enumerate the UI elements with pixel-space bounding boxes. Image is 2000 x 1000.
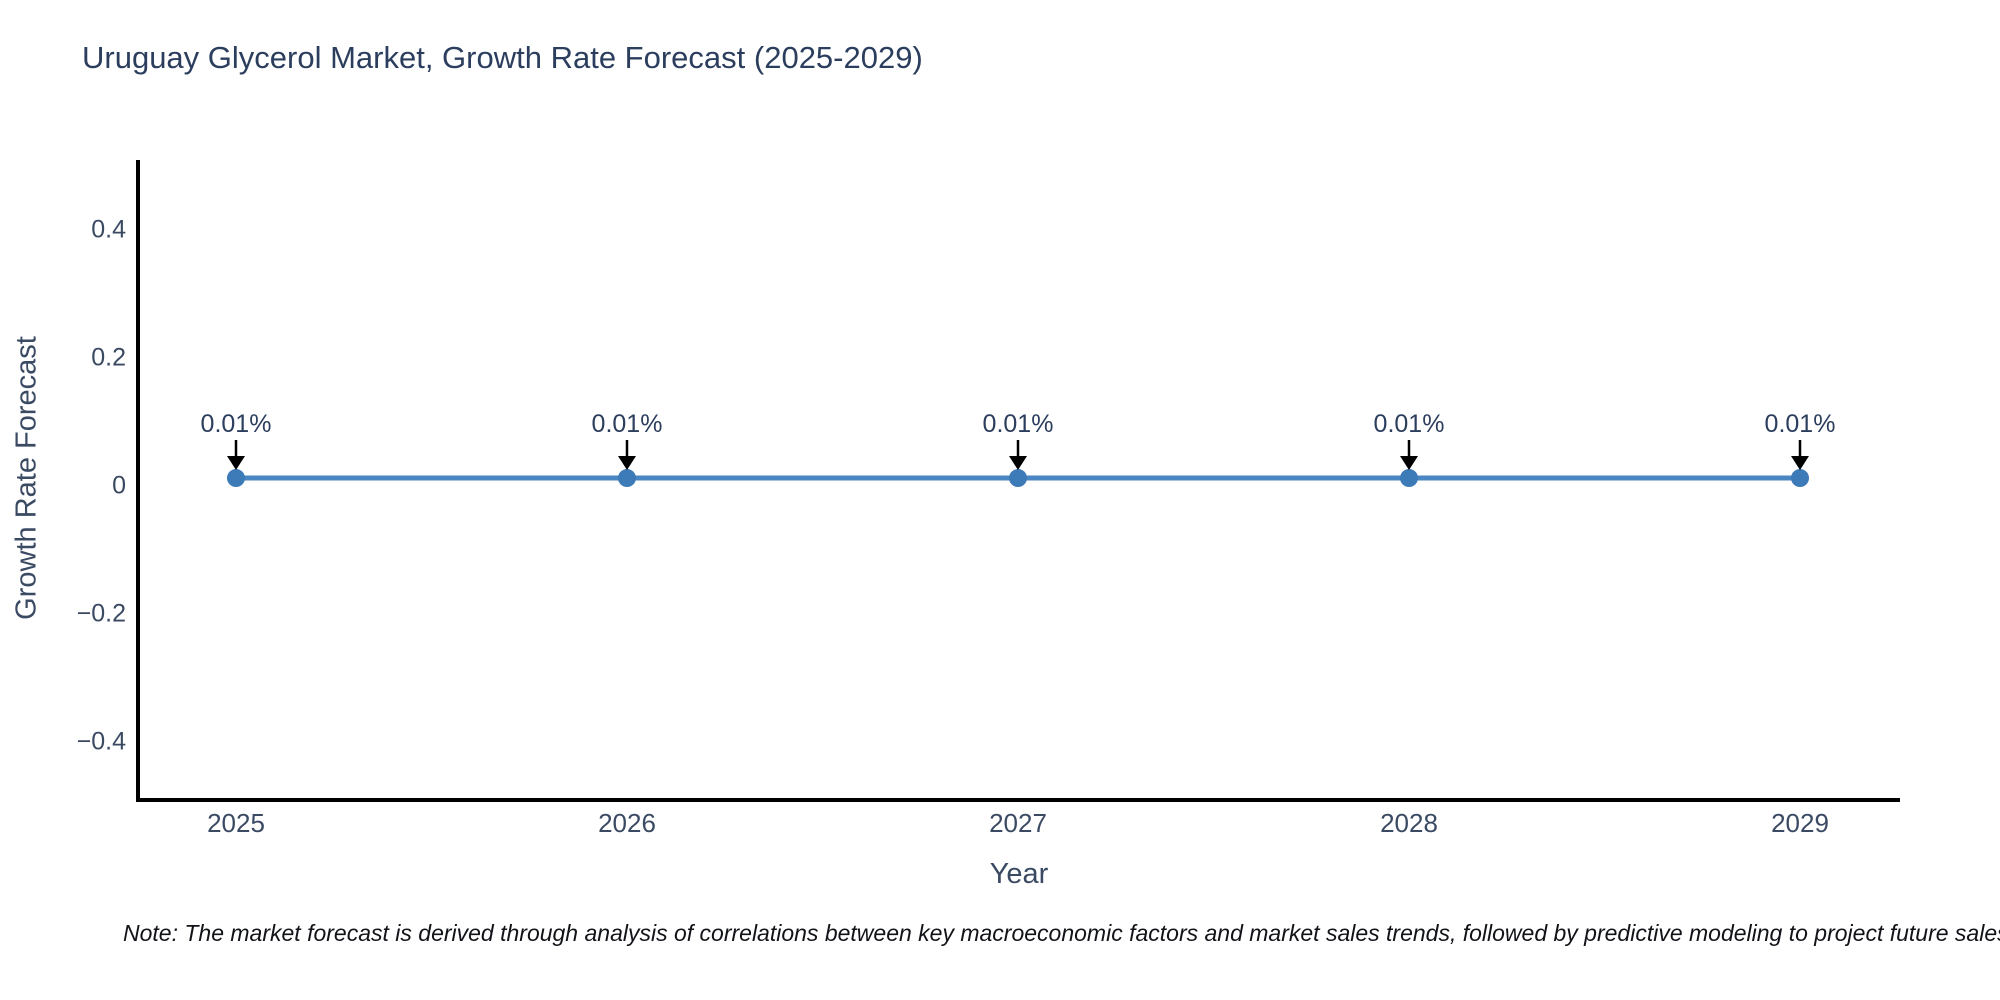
y-axis-spine — [136, 160, 140, 802]
y-axis-label: Growth Rate Forecast — [10, 336, 43, 620]
point-annotation: 0.01% — [1765, 410, 1836, 438]
point-annotation: 0.01% — [201, 410, 272, 438]
x-tick-label: 2029 — [1771, 808, 1829, 838]
point-annotation: 0.01% — [592, 410, 663, 438]
annotation-arrow-head — [227, 456, 245, 471]
point-annotation: 0.01% — [983, 410, 1054, 438]
x-tick-label: 2025 — [207, 808, 265, 838]
chart-title: Uruguay Glycerol Market, Growth Rate For… — [82, 40, 923, 75]
y-tick-label: −0.4 — [77, 727, 126, 755]
y-tick-label: 0.4 — [91, 215, 126, 243]
annotation-arrow-head — [1009, 456, 1027, 471]
point-annotation: 0.01% — [1374, 410, 1445, 438]
footnote: Note: The market forecast is derived thr… — [123, 920, 2000, 946]
x-tick-label: 2026 — [598, 808, 656, 838]
x-axis-label: Year — [989, 858, 1049, 890]
data-point-marker — [1791, 469, 1809, 488]
x-tick-label: 2027 — [989, 808, 1047, 838]
data-point-marker — [227, 469, 245, 488]
data-point-marker — [1009, 469, 1027, 488]
annotation-arrow-head — [1791, 456, 1809, 471]
data-point-marker — [1400, 469, 1418, 488]
y-tick-label: −0.2 — [77, 599, 126, 627]
x-tick-label: 2028 — [1380, 808, 1438, 838]
x-axis-spine — [136, 798, 1900, 802]
annotation-arrow-head — [1400, 456, 1418, 471]
y-tick-label: 0 — [112, 471, 126, 499]
annotation-arrow-head — [618, 456, 636, 471]
data-point-marker — [618, 469, 636, 488]
y-tick-label: 0.2 — [91, 343, 126, 371]
